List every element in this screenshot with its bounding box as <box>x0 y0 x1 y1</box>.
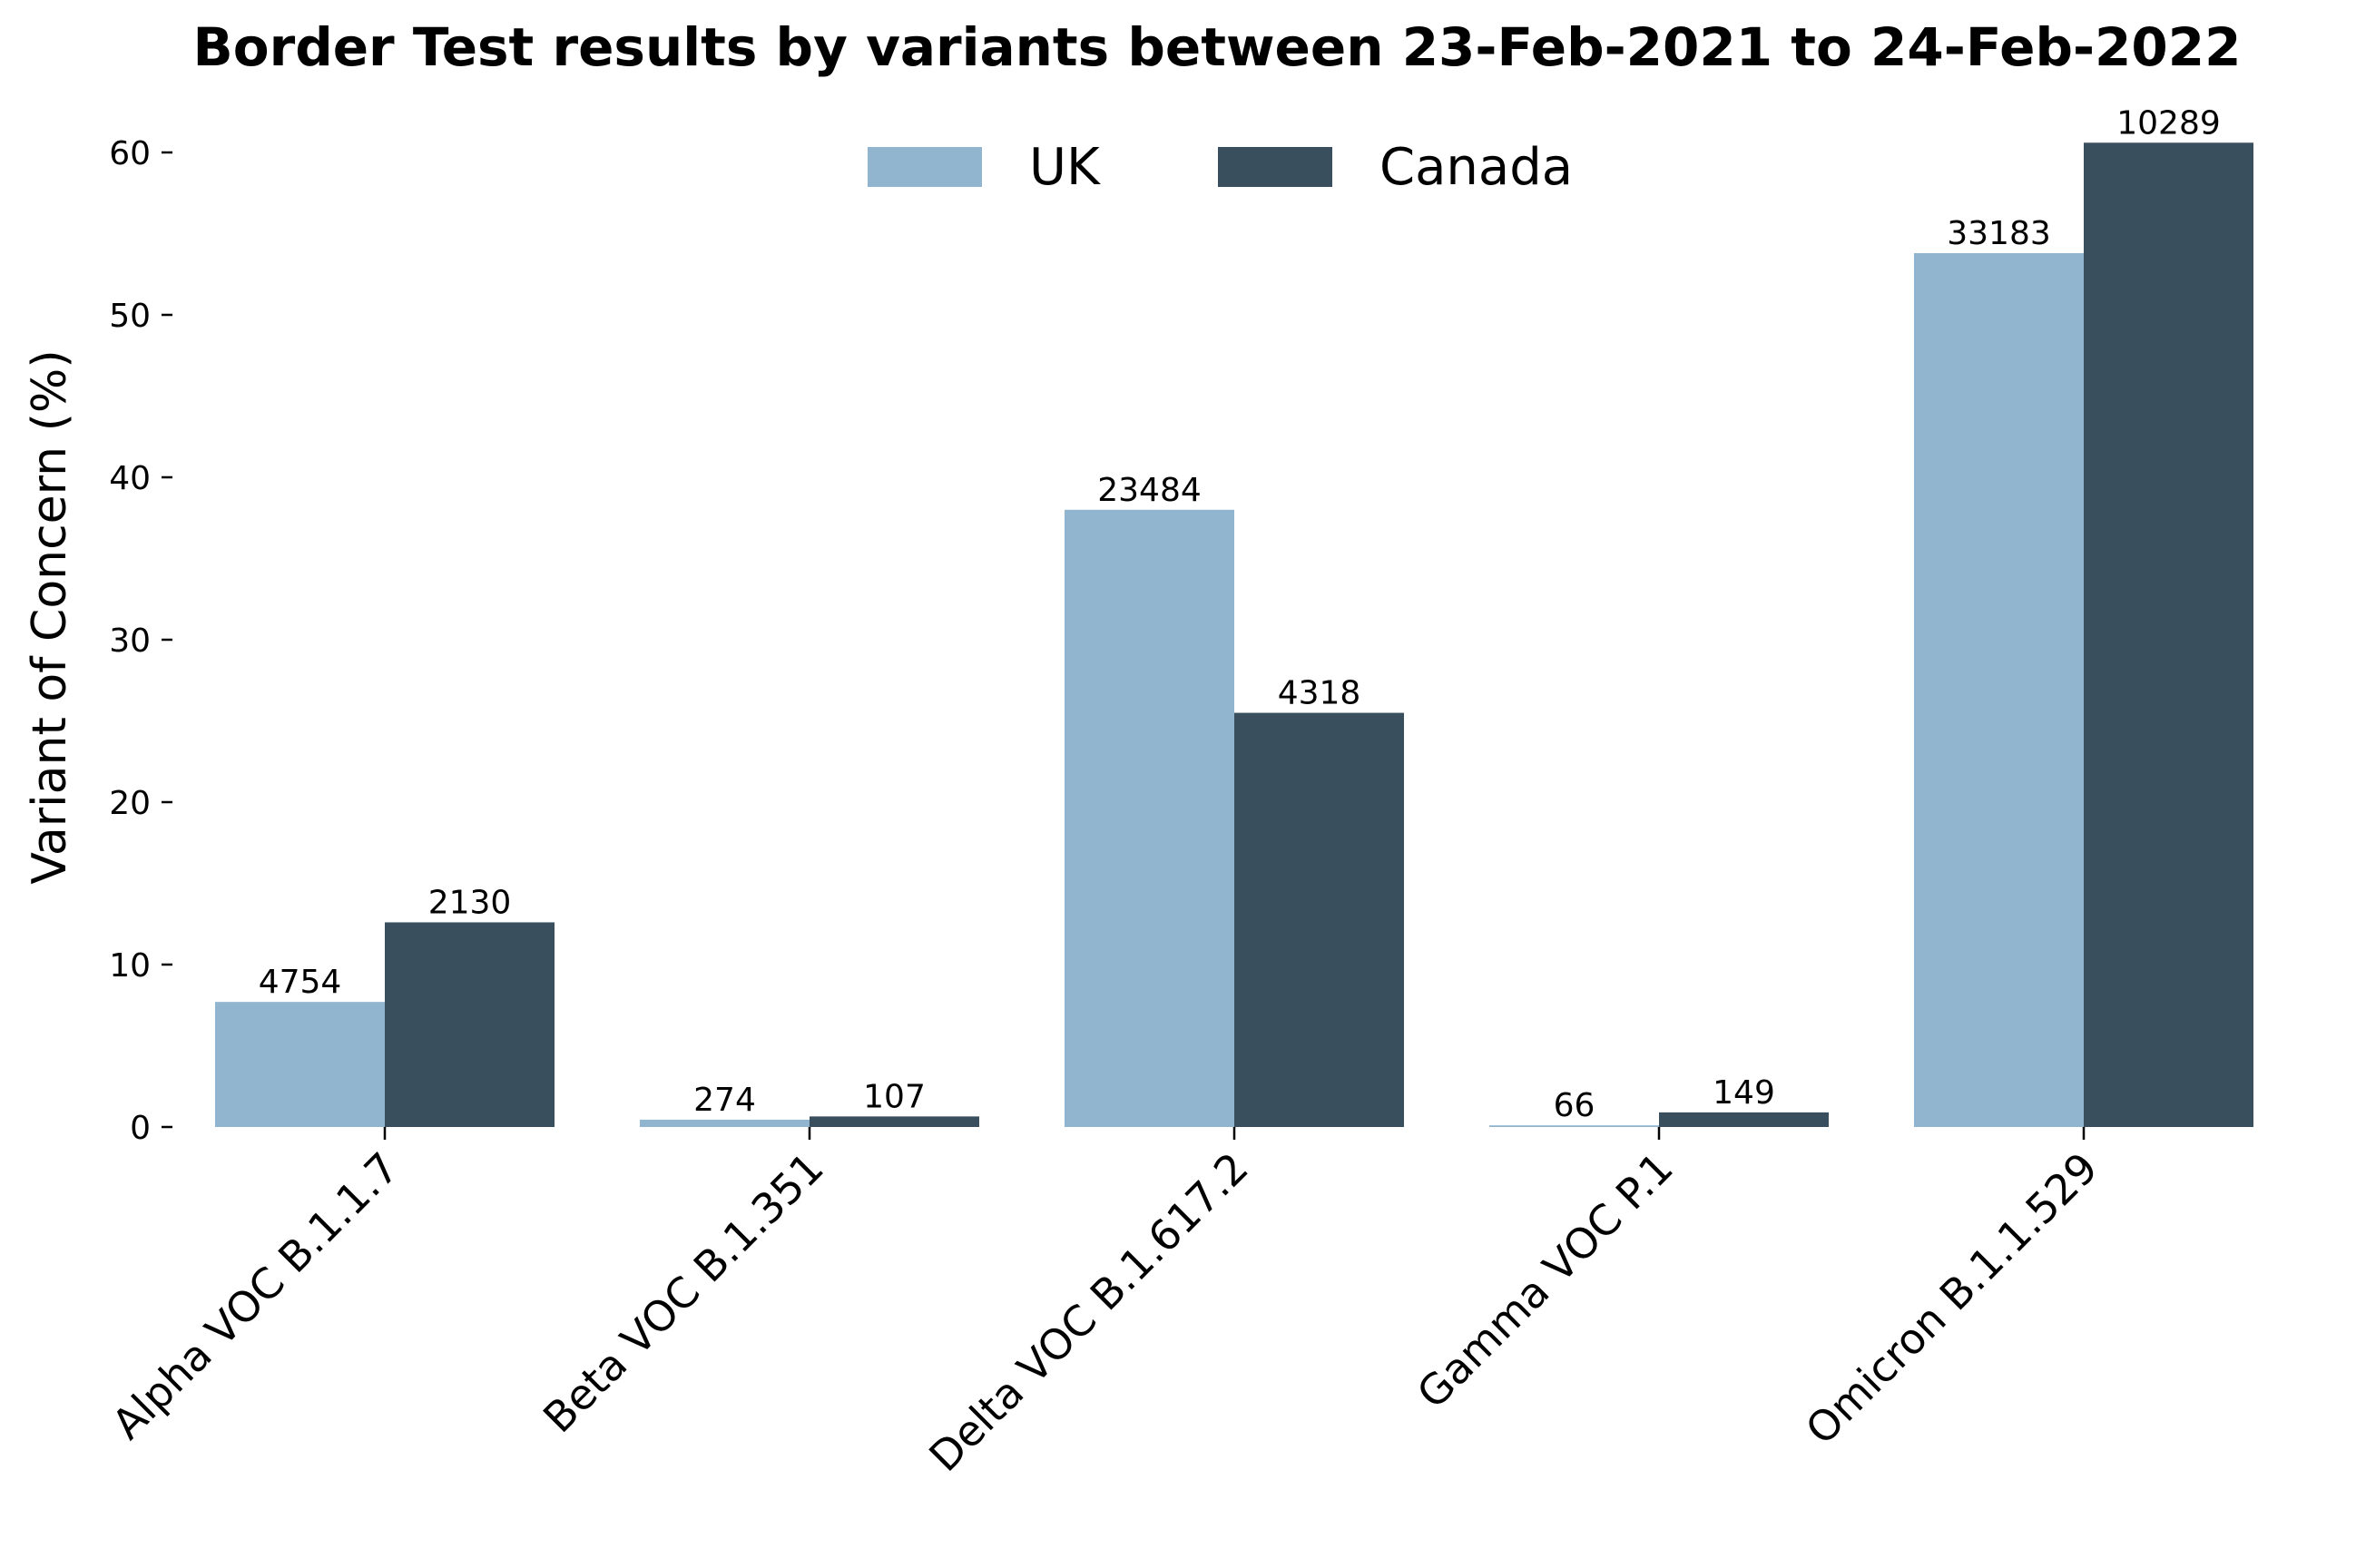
legend-swatch <box>1218 147 1332 187</box>
x-tick-label: Beta VOC B.1.351 <box>534 1143 833 1443</box>
y-tick-label: 10 <box>109 947 151 985</box>
bar-uk <box>1065 509 1234 1127</box>
bar-value-label: 4754 <box>259 964 342 1001</box>
bar-canada <box>1234 712 1404 1127</box>
bar-uk <box>215 1002 385 1127</box>
y-tick-label: 50 <box>109 298 151 335</box>
x-axis: Alpha VOC B.1.1.7 Beta VOC B.1.351 Delta V… <box>103 1127 2107 1481</box>
bar-value-label: 149 <box>1713 1074 1775 1112</box>
legend-label: UK <box>1029 138 1101 197</box>
bar-value-label: 107 <box>863 1078 926 1115</box>
x-tick-label: Omicron B.1.1.529 <box>1796 1143 2107 1455</box>
legend: UK Canada <box>868 138 1573 197</box>
legend-label: Canada <box>1379 138 1573 197</box>
bar-value-label: 23484 <box>1097 472 1202 509</box>
bar-canada <box>1659 1112 1829 1127</box>
bar-value-label: 10289 <box>2116 104 2221 142</box>
bar-canada <box>385 922 555 1127</box>
y-axis: 0 10 20 30 40 50 60 <box>109 135 172 1147</box>
y-tick-label: 60 <box>109 135 151 172</box>
bar-canada <box>2084 142 2253 1127</box>
bar-value-label: 2130 <box>428 884 512 921</box>
bar-uk <box>1914 252 2084 1128</box>
bar-value-label: 33183 <box>1947 215 2051 252</box>
bar-labels-group: 4754 2130 274 107 23484 4318 66 149 33183 10289 <box>259 104 2221 1124</box>
bar-uk <box>1489 1125 1659 1127</box>
y-tick-label: 40 <box>109 460 151 497</box>
y-tick-label: 30 <box>109 622 151 660</box>
bars-group <box>215 142 2253 1128</box>
chart-title: Border Test results by variants between … <box>193 16 2242 78</box>
bar-value-label: 274 <box>693 1082 756 1119</box>
bar-value-label: 4318 <box>1278 675 1361 712</box>
x-tick-label: Delta VOC B.1.617.2 <box>919 1143 1257 1481</box>
y-tick-label: 0 <box>130 1110 151 1147</box>
bar-uk <box>640 1119 810 1127</box>
y-tick-label: 20 <box>109 785 151 822</box>
bar-canada <box>810 1116 979 1127</box>
legend-swatch <box>868 147 982 187</box>
x-tick-label: Gamma VOC P.1 <box>1408 1143 1683 1418</box>
x-tick-label: Alpha VOC B.1.1.7 <box>103 1143 408 1449</box>
bar-value-label: 66 <box>1554 1087 1595 1124</box>
y-axis-label: Variant of Concern (%) <box>23 349 77 884</box>
